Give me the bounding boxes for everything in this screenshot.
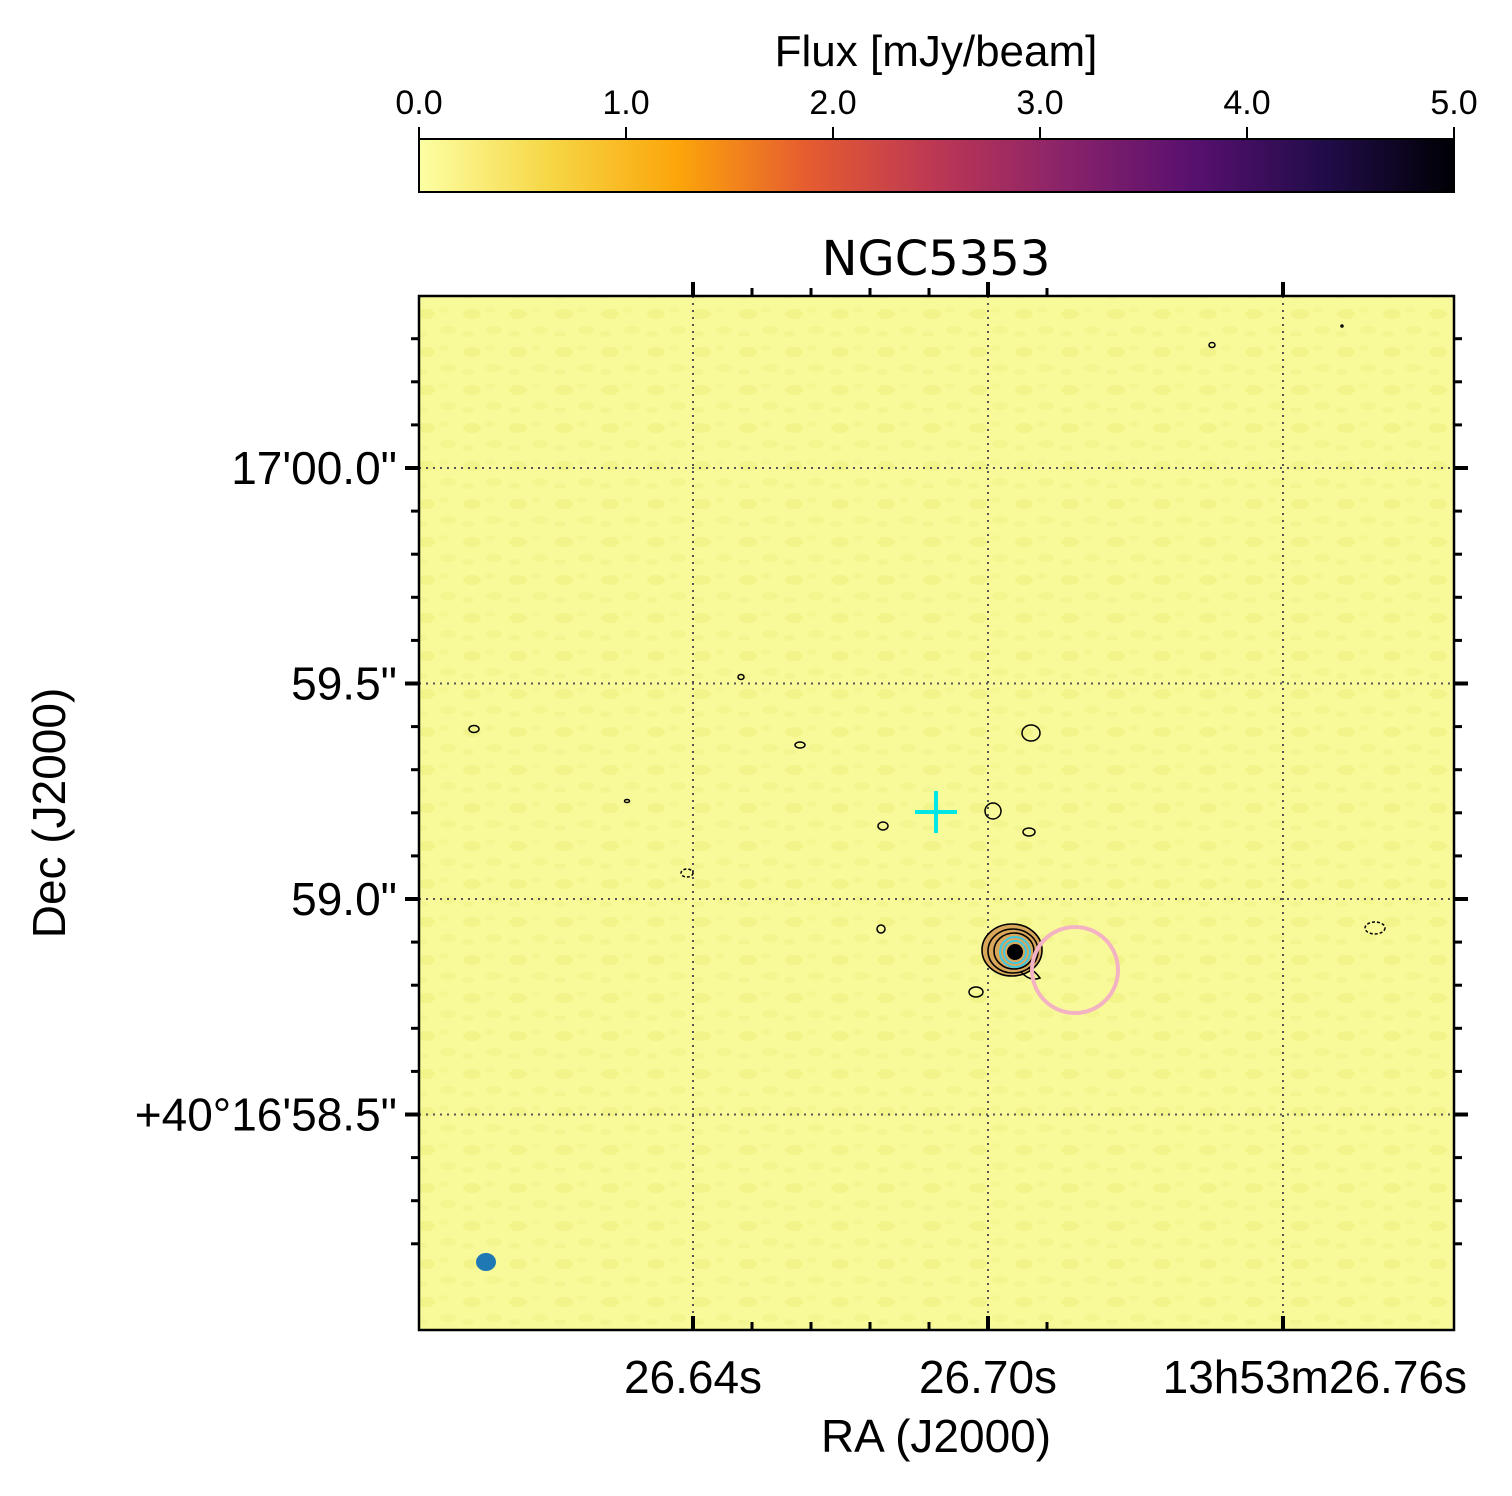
chart-title: NGC5353 <box>822 231 1051 287</box>
noise-contour <box>623 798 631 804</box>
x-tick-label: 26.70s <box>919 1351 1057 1403</box>
noise-contour <box>1208 341 1216 349</box>
colorbar: Flux [mJy/beam] 0.0 1.0 2.0 3.0 4.0 5.0 <box>395 27 1478 193</box>
noise-contour <box>1364 921 1386 935</box>
colorbar-tick-label: 2.0 <box>809 84 856 122</box>
pink-circle-marker <box>1030 925 1120 1015</box>
colorbar-tick-label: 5.0 <box>1430 84 1477 122</box>
source-contour <box>993 932 1035 970</box>
noise-contour <box>877 821 889 831</box>
source-contour-cyan <box>1003 940 1027 964</box>
y-tick-labels: +40°16'58.5" 59.0" 59.5" 17'00.0" <box>135 442 397 1141</box>
axis-ticks <box>405 282 1468 1330</box>
colorbar-label: Flux [mJy/beam] <box>775 27 1098 76</box>
noise-contour <box>737 673 745 681</box>
source-peak <box>1007 944 1023 960</box>
noise-contour <box>680 868 694 878</box>
y-tick-label: 59.0" <box>291 873 397 925</box>
y-tick-label: 17'00.0" <box>231 442 397 494</box>
source-contour <box>981 923 1043 977</box>
y-tick-label: +40°16'58.5" <box>135 1089 397 1141</box>
noise-contour <box>794 741 806 749</box>
noise-contour <box>1021 724 1041 742</box>
optical-centre-cross <box>915 791 957 833</box>
colorbar-tick-label: 4.0 <box>1223 84 1270 122</box>
grid <box>419 296 1454 1330</box>
noise-contours <box>468 324 1386 998</box>
x-tick-label: 26.64s <box>624 1351 762 1403</box>
colorbar-tick-label: 0.0 <box>395 84 442 122</box>
noise-contour <box>876 924 886 934</box>
noise-contour <box>468 724 480 734</box>
x-tick-labels: 13h53m26.76s 26.70s 26.64s <box>624 1351 1467 1403</box>
beam-ellipse <box>476 1253 496 1271</box>
noise-contour <box>1340 324 1344 328</box>
plot-area <box>405 282 1468 1332</box>
x-tick-label: 13h53m26.76s <box>1163 1351 1467 1403</box>
colorbar-bar <box>418 138 1455 193</box>
colorbar-tick-label: 1.0 <box>602 84 649 122</box>
noise-contour <box>968 986 984 998</box>
colorbar-tick-label: 3.0 <box>1016 84 1063 122</box>
y-axis-label: Dec (J2000) <box>23 688 75 939</box>
y-tick-label: 59.5" <box>291 658 397 710</box>
x-axis-label: RA (J2000) <box>821 1410 1051 1462</box>
core-source <box>981 923 1043 980</box>
colorbar-ticks: 0.0 1.0 2.0 3.0 4.0 5.0 <box>395 84 1478 139</box>
source-contour-cyan <box>999 936 1031 968</box>
noise-contour <box>1022 827 1036 837</box>
noise-contour <box>984 802 1002 820</box>
